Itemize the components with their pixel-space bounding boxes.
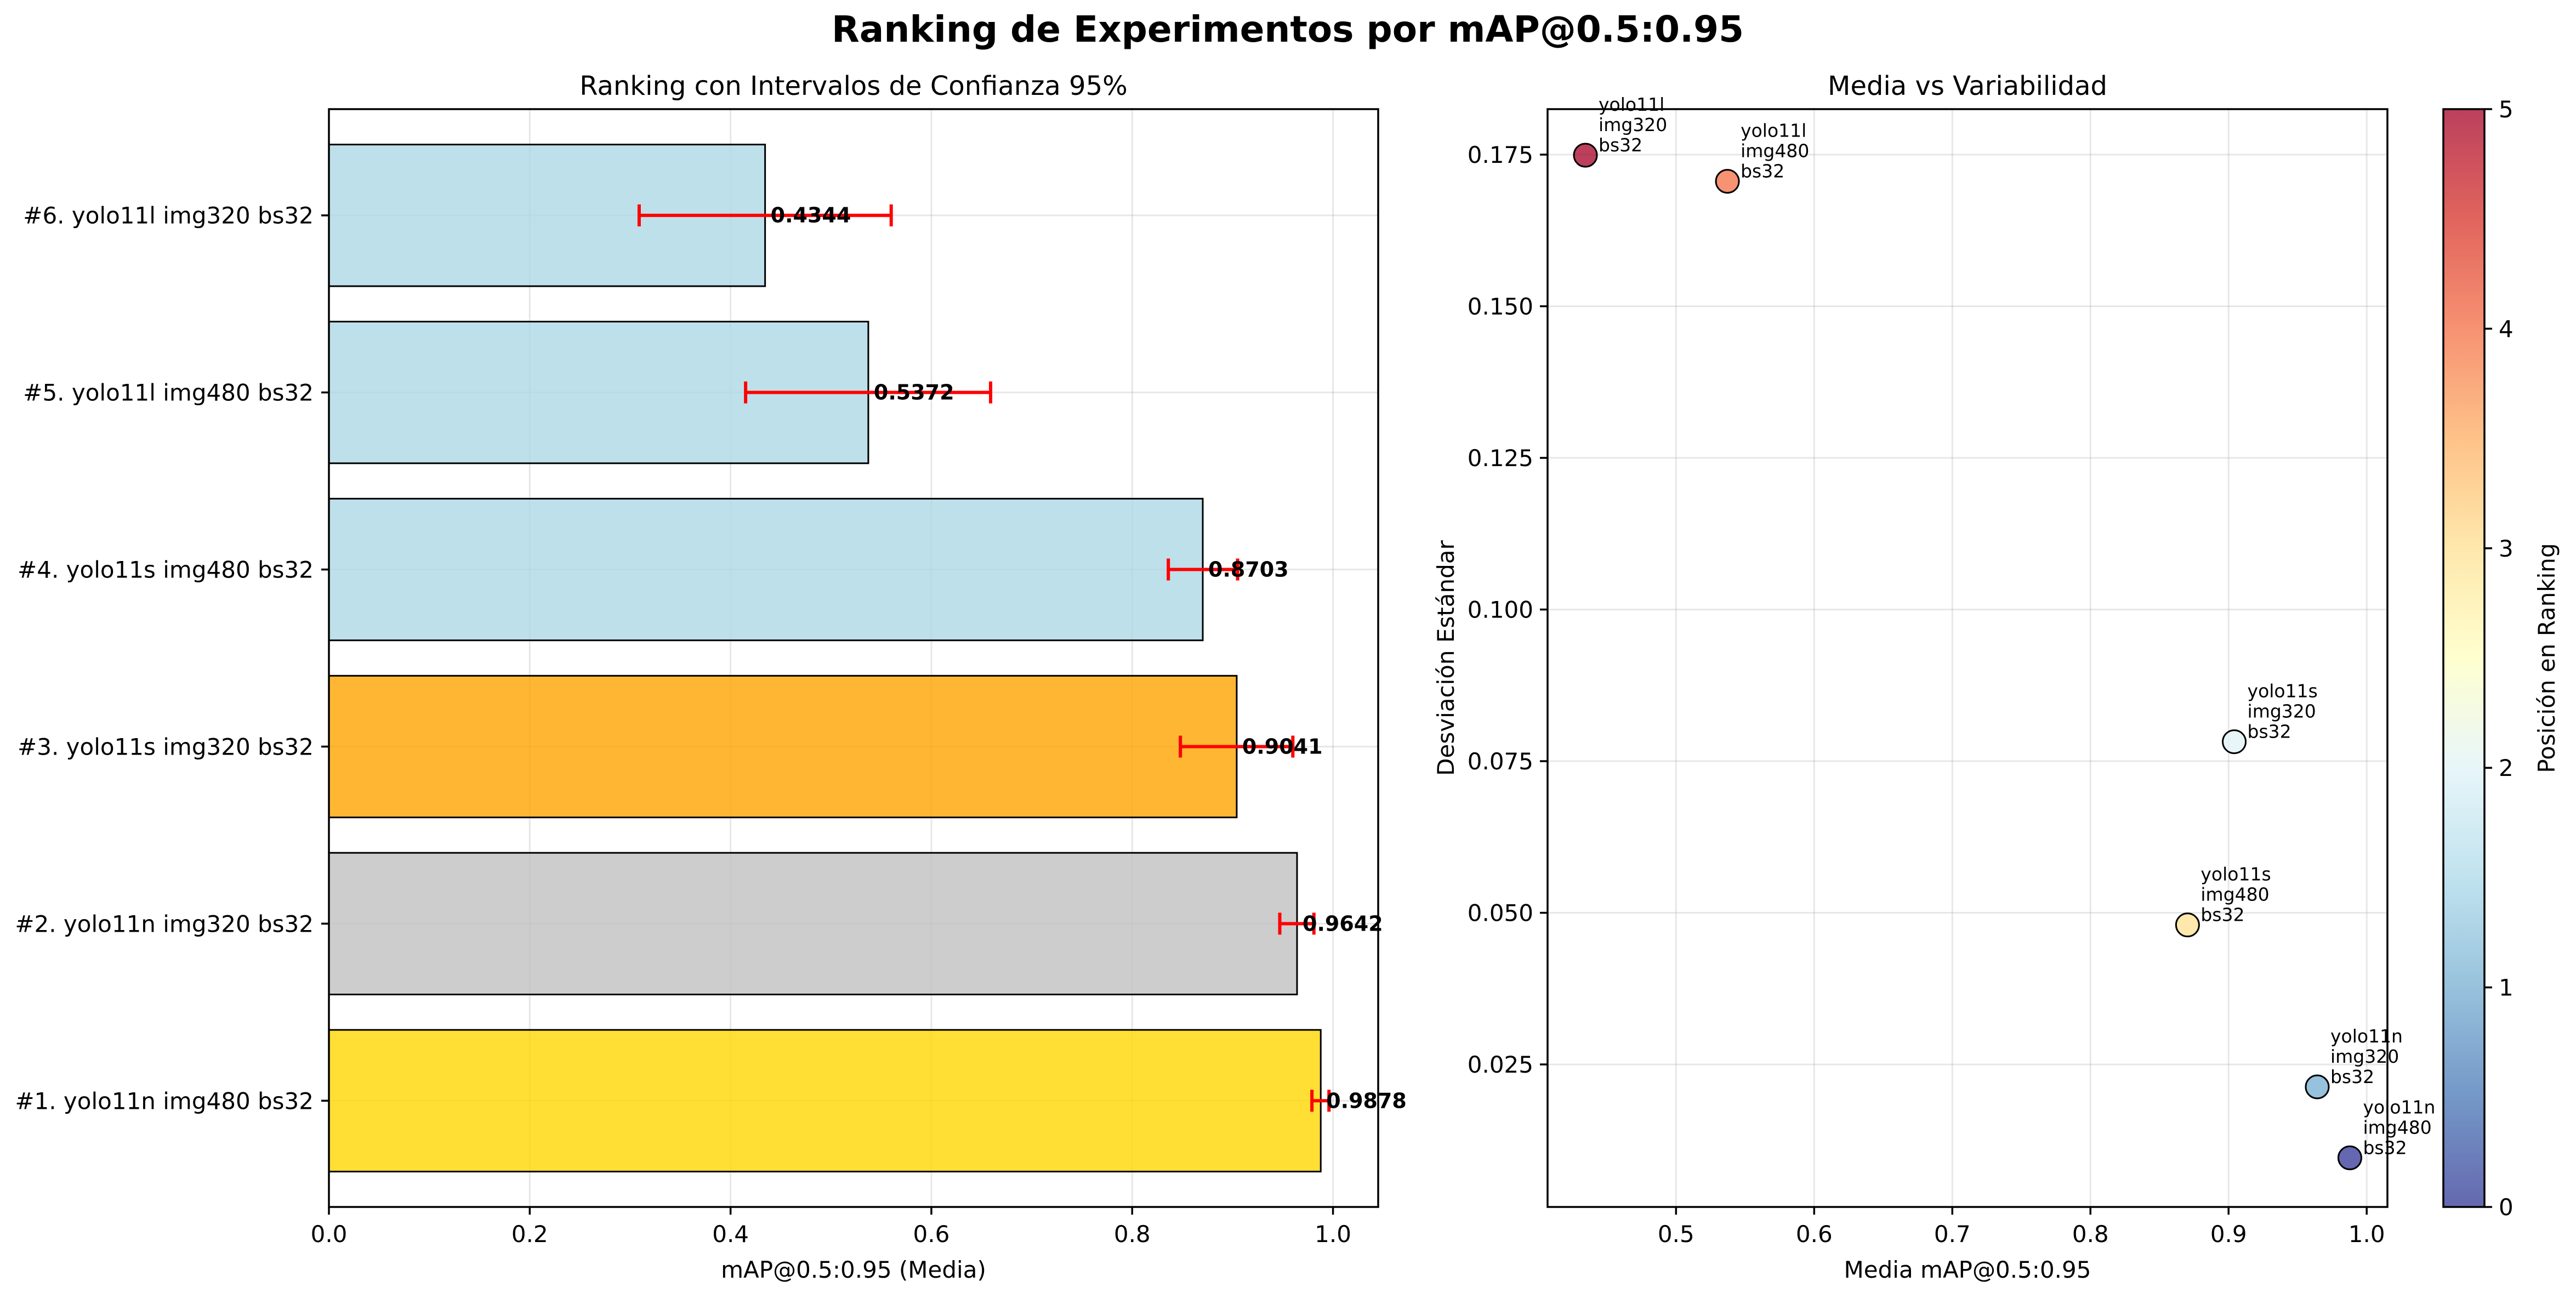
y-tick-label: 0.050 bbox=[1468, 900, 1533, 927]
error-bar bbox=[1278, 912, 1316, 935]
right-y-ticks: 0.025 0.050 0.075 0.100 0.125 0.150 0.175 bbox=[1468, 141, 1548, 1078]
right-axes-frame bbox=[1546, 108, 2389, 1208]
x-tick-label: 0.6 bbox=[913, 1221, 950, 1248]
point-label: yolo11l img320 bs32 bbox=[1599, 94, 1667, 156]
y-tick-label: 0.100 bbox=[1468, 597, 1533, 624]
y-tick-label: #1. yolo11n img480 bs32 bbox=[15, 1087, 314, 1114]
colorbar-gradient bbox=[2443, 109, 2484, 1207]
colorbar-tick-label: 3 bbox=[2499, 535, 2514, 562]
x-tick-label: 0.9 bbox=[2210, 1221, 2247, 1248]
error-bar bbox=[1310, 1090, 1331, 1112]
left-axes-frame bbox=[328, 108, 1379, 1208]
bar-value-label: 0.4344 bbox=[771, 203, 851, 228]
figure-title: Ranking de Experimentos por mAP@0.5:0.95 bbox=[832, 8, 1744, 50]
x-tick-label: 0.7 bbox=[1934, 1221, 1971, 1248]
colorbar-tick-label: 0 bbox=[2499, 1194, 2514, 1221]
y-tick-label: #5. yolo11l img480 bs32 bbox=[23, 379, 314, 406]
y-tick-label: #6. yolo11l img320 bs32 bbox=[23, 202, 314, 229]
y-tick-label: #2. yolo11n img320 bs32 bbox=[15, 910, 314, 937]
scatter-point bbox=[2175, 912, 2200, 938]
colorbar-tick-label: 4 bbox=[2499, 315, 2514, 342]
scatter-point bbox=[1573, 143, 1598, 168]
right-point-labels: yolo11n img480 bs32 yolo11n img320 bs32 yolo11… bbox=[1599, 94, 2435, 1158]
left-y-ticks: #1. yolo11n img480 bs32 #2. yolo11n img32… bbox=[15, 202, 329, 1114]
left-error-bars bbox=[637, 204, 1331, 1112]
y-tick-label: 0.075 bbox=[1468, 748, 1533, 775]
scatter-point bbox=[2337, 1145, 2362, 1170]
bar-value-label: 0.9878 bbox=[1326, 1089, 1407, 1113]
x-tick-label: 1.0 bbox=[2348, 1221, 2385, 1248]
left-x-ticks: 0.0 0.2 0.4 0.6 0.8 1.0 bbox=[311, 1207, 1351, 1248]
right-chart-title: Media vs Variabilidad bbox=[1828, 71, 2107, 101]
x-tick-label: 0.8 bbox=[2072, 1221, 2109, 1248]
colorbar-tick-label: 5 bbox=[2499, 96, 2514, 123]
colorbar-ticks: 0 1 2 3 4 5 bbox=[2484, 96, 2514, 1221]
bar bbox=[328, 674, 1238, 819]
bar bbox=[328, 497, 1204, 642]
x-tick-label: 0.6 bbox=[1796, 1221, 1833, 1248]
x-tick-label: 0.4 bbox=[712, 1221, 749, 1248]
right-y-axis-label: Desviación Estándar bbox=[1432, 540, 1459, 775]
y-tick-label: 0.175 bbox=[1468, 141, 1533, 168]
scatter-point bbox=[2222, 729, 2247, 755]
error-bar bbox=[744, 381, 993, 404]
scatter-point bbox=[1715, 169, 1740, 194]
y-tick-label: 0.025 bbox=[1468, 1051, 1533, 1078]
error-bar bbox=[637, 204, 893, 226]
x-tick-label: 1.0 bbox=[1315, 1221, 1351, 1248]
left-bars bbox=[328, 144, 1322, 1172]
x-tick-label: 0.8 bbox=[1114, 1221, 1151, 1248]
left-value-labels: 0.9878 0.9642 0.9041 0.8703 0.5372 0.4344 bbox=[771, 203, 1407, 1113]
right-grid bbox=[1548, 109, 2387, 1207]
bar-value-label: 0.9642 bbox=[1303, 911, 1383, 936]
y-tick-label: #4. yolo11s img480 bs32 bbox=[18, 557, 314, 583]
left-bar-chart: Ranking con Intervalos de Confianza 95% … bbox=[15, 71, 1407, 1283]
colorbar-tick-label: 1 bbox=[2499, 974, 2514, 1001]
point-label: yolo11n img320 bs32 bbox=[2330, 1025, 2403, 1087]
bar-value-label: 0.8703 bbox=[1208, 558, 1289, 582]
x-tick-label: 0.2 bbox=[511, 1221, 548, 1248]
x-tick-label: 0.0 bbox=[311, 1221, 348, 1248]
left-chart-title: Ranking con Intervalos de Confianza 95% bbox=[579, 71, 1128, 101]
colorbar: 0 1 2 3 4 5 Posición en Ranking bbox=[2442, 96, 2560, 1221]
bar-value-label: 0.5372 bbox=[874, 381, 954, 405]
bar-value-label: 0.9041 bbox=[1242, 734, 1323, 758]
bar bbox=[328, 852, 1298, 996]
error-bar bbox=[1179, 735, 1295, 758]
point-label: yolo11s img320 bs32 bbox=[2248, 681, 2318, 742]
right-x-axis-label: Media mAP@0.5:0.95 bbox=[1844, 1256, 2091, 1283]
x-tick-label: 0.5 bbox=[1658, 1221, 1694, 1248]
y-tick-label: 0.150 bbox=[1468, 293, 1533, 320]
bar bbox=[328, 1029, 1322, 1172]
point-label: yolo11n img480 bs32 bbox=[2363, 1096, 2435, 1158]
scatter-point bbox=[2305, 1074, 2330, 1099]
right-x-ticks: 0.5 0.6 0.7 0.8 0.9 1.0 bbox=[1658, 1207, 2385, 1248]
colorbar-tick-label: 2 bbox=[2499, 755, 2514, 781]
right-points bbox=[1573, 143, 2362, 1170]
left-x-axis-label: mAP@0.5:0.95 (Media) bbox=[721, 1256, 986, 1283]
colorbar-frame bbox=[2442, 108, 2486, 1208]
colorbar-label: Posición en Ranking bbox=[2533, 543, 2560, 773]
right-scatter-chart: Media vs Variabilidad yolo11n img480 bs32y… bbox=[1432, 71, 2435, 1283]
point-label: yolo11l img480 bs32 bbox=[1741, 120, 1809, 182]
error-bar bbox=[1167, 558, 1239, 581]
y-tick-label: #3. yolo11s img320 bs32 bbox=[18, 733, 314, 760]
point-label: yolo11s img480 bs32 bbox=[2200, 864, 2271, 926]
y-tick-label: 0.125 bbox=[1468, 445, 1533, 472]
